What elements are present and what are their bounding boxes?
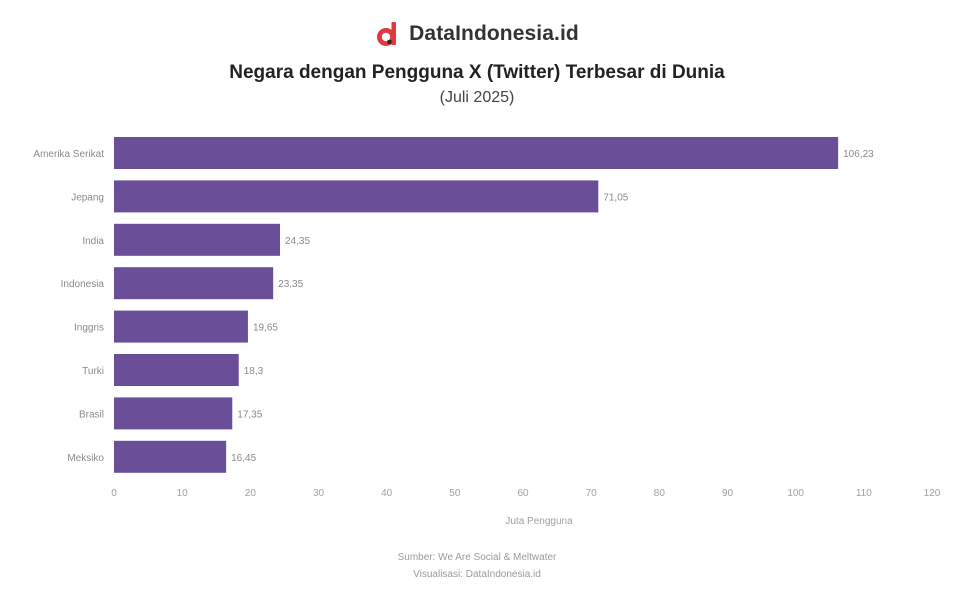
data-label: 18,3 xyxy=(244,366,264,377)
x-axis-label: Juta Pengguna xyxy=(505,516,573,527)
x-tick-label: 100 xyxy=(787,488,804,499)
category-label: Inggris xyxy=(74,323,104,334)
category-label: Indonesia xyxy=(61,279,105,290)
source-line-1: Sumber: We Are Social & Meltwater xyxy=(397,552,557,563)
data-label: 17,35 xyxy=(237,409,262,420)
source-note: Sumber: We Are Social & Meltwater Visual… xyxy=(0,549,954,583)
data-label: 23,35 xyxy=(278,279,303,290)
x-tick-label: 10 xyxy=(177,488,189,499)
x-tick-label: 50 xyxy=(449,488,461,499)
x-tick-label: 110 xyxy=(856,488,872,499)
bar xyxy=(114,310,248,343)
category-label: Meksiko xyxy=(67,453,104,464)
chart-subtitle: (Juli 2025) xyxy=(439,89,515,106)
bar xyxy=(114,354,239,386)
category-label: Brasil xyxy=(79,409,104,420)
x-tick-label: 70 xyxy=(586,488,598,499)
bar xyxy=(114,137,839,169)
chart-title: Negara dengan Pengguna X (Twitter) Terbe… xyxy=(229,62,725,83)
x-tick-label: 20 xyxy=(245,488,257,499)
dataindonesia-logo-icon xyxy=(377,22,397,46)
category-label: India xyxy=(82,236,104,247)
brand-header: DataIndonesia.id xyxy=(0,20,954,48)
data-label: 16,45 xyxy=(231,453,256,464)
x-tick-label: 90 xyxy=(722,488,734,499)
x-tick-label: 80 xyxy=(654,488,666,499)
x-tick-label: 60 xyxy=(517,488,529,499)
x-tick-label: 30 xyxy=(313,488,325,499)
data-label: 19,65 xyxy=(253,323,278,334)
x-tick-label: 40 xyxy=(381,488,393,499)
category-label: Jepang xyxy=(71,192,104,203)
category-label: Amerika Serikat xyxy=(33,149,104,160)
bar xyxy=(114,223,280,256)
bar xyxy=(114,397,233,430)
category-label: Turki xyxy=(82,366,104,377)
data-label: 24,35 xyxy=(285,236,310,247)
x-tick-label: 120 xyxy=(924,488,941,499)
bar xyxy=(114,440,227,473)
bar xyxy=(114,180,599,213)
data-label: 106,23 xyxy=(843,149,874,160)
bar xyxy=(114,267,274,300)
bar-chart: Amerika Serikat 106,23 Jepang 71,05 India 24,… xyxy=(33,137,941,527)
brand-name: DataIndonesia.id xyxy=(409,22,579,45)
x-tick-label: 0 xyxy=(111,488,117,499)
source-line-2: Visualisasi: DataIndonesia.id xyxy=(413,569,541,580)
data-label: 71,05 xyxy=(603,192,628,203)
